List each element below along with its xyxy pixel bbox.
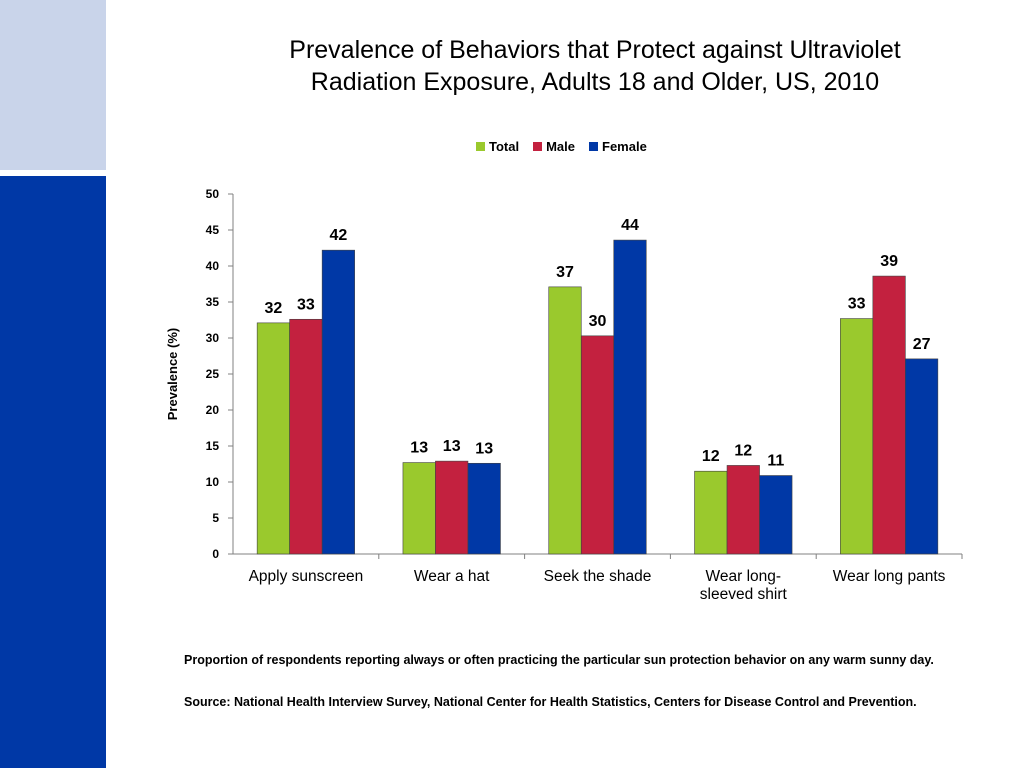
bar-value-label: 27 — [913, 336, 931, 353]
bar-value-label: 12 — [734, 442, 752, 459]
y-tick-label: 50 — [206, 187, 220, 201]
legend-item-male: Male — [533, 139, 575, 154]
bar-female — [759, 475, 793, 555]
x-category-label: sleeved shirt — [700, 586, 788, 603]
legend-label-male: Male — [546, 139, 575, 154]
bar-total — [256, 322, 290, 555]
x-category-label: Wear long pants — [833, 568, 946, 585]
sidebar-light-panel — [0, 0, 106, 170]
bar-value-label: 33 — [848, 296, 866, 313]
bar-value-label: 12 — [702, 448, 720, 465]
bar-male — [289, 318, 323, 555]
bar-female — [905, 358, 939, 555]
y-tick-label: 30 — [206, 331, 220, 345]
bar-total — [548, 286, 582, 555]
bar-male — [872, 275, 906, 555]
x-category-label: Wear long- — [706, 568, 782, 585]
y-tick-label: 0 — [212, 547, 219, 561]
bar-total — [840, 318, 874, 555]
legend-swatch-female — [589, 142, 598, 151]
x-category-label: Apply sunscreen — [249, 568, 364, 585]
y-tick-label: 25 — [206, 367, 220, 381]
y-tick-label: 20 — [206, 403, 220, 417]
bar-value-label: 44 — [621, 217, 639, 234]
bar-value-label: 13 — [443, 438, 461, 455]
y-tick-label: 40 — [206, 259, 220, 273]
bar-male — [580, 335, 615, 555]
bar-value-label: 11 — [767, 453, 784, 470]
bar-male — [435, 460, 469, 555]
chart-title-line-2: Radiation Exposure, Adults 18 and Older,… — [310, 68, 880, 96]
bar-value-label: 32 — [265, 300, 283, 317]
legend-item-total: Total — [476, 139, 519, 154]
x-category-label: Wear a hat — [414, 568, 490, 585]
footnote-source: Source: National Health Interview Survey… — [184, 695, 917, 709]
bar-total — [402, 462, 436, 555]
bar-female — [467, 462, 501, 555]
legend-item-female: Female — [589, 139, 647, 154]
bar-value-label: 33 — [297, 296, 315, 313]
y-tick-label: 5 — [212, 511, 219, 525]
legend-label-female: Female — [602, 139, 647, 154]
y-tick-label: 35 — [206, 295, 220, 309]
bar-female — [321, 249, 355, 555]
bar-female — [613, 239, 647, 555]
x-category-label: Seek the shade — [544, 568, 652, 585]
bar-value-label: 39 — [880, 253, 898, 270]
sidebar-dark-panel — [0, 176, 106, 768]
bar-male — [726, 465, 760, 555]
y-tick-label: 45 — [206, 223, 220, 237]
bar-value-label: 13 — [475, 440, 493, 457]
chart-title-line-1: Prevalence of Behaviors that Protect aga… — [289, 36, 901, 64]
chart-title: Prevalence of Behaviors that Protect aga… — [120, 34, 1024, 98]
footnote-proportion: Proportion of respondents reporting alwa… — [184, 653, 934, 667]
legend-swatch-male — [533, 142, 543, 151]
bar-value-label: 42 — [330, 227, 348, 244]
y-tick-label: 10 — [206, 475, 220, 489]
bar-total — [694, 470, 728, 555]
chart-legend: Total Male Female — [476, 139, 647, 154]
y-tick-label: 15 — [206, 439, 220, 453]
bar-value-label: 30 — [589, 313, 607, 330]
legend-swatch-total — [476, 142, 485, 151]
y-axis-title: Prevalence (%) — [165, 328, 180, 421]
bar-chart: 0 5 10 15 20 25 30 35 40 45 50 Prevalence (%) 32 33 42… — [165, 187, 963, 603]
bar-value-label: 13 — [410, 440, 428, 457]
bar-value-label: 37 — [556, 264, 574, 281]
legend-label-total: Total — [489, 139, 520, 154]
